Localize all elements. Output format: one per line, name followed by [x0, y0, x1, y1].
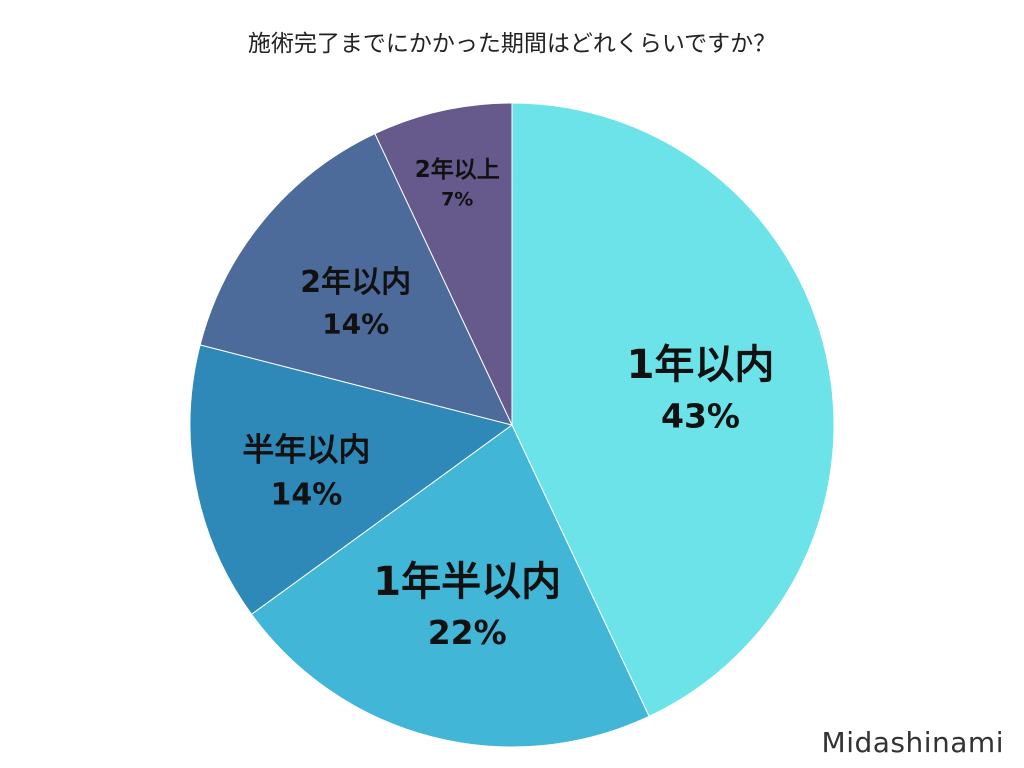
pie-slice: [189, 344, 514, 615]
slice-label: 1年以内: [627, 342, 775, 388]
slice-label: 2年以上: [415, 156, 500, 183]
chart-title: 施術完了までにかかった期間はどれくらいですか？: [247, 31, 777, 57]
slice-value-label: 22%: [428, 613, 507, 652]
slice-label: 2年以内: [300, 265, 411, 300]
pie-slice: [250, 424, 650, 748]
pie-slice: [511, 102, 835, 718]
watermark-logo: Midashinami: [821, 726, 1004, 759]
slice-value-label: 14%: [270, 478, 342, 513]
slice-label: 1年半以内: [373, 559, 561, 605]
slice-value-label: 7%: [441, 189, 473, 211]
slice-label: 半年以内: [242, 430, 370, 468]
pie-slice: [199, 132, 513, 426]
slice-value-label: 14%: [322, 308, 389, 341]
slice-value-label: 43%: [661, 396, 740, 435]
pie-slice: [374, 102, 513, 426]
